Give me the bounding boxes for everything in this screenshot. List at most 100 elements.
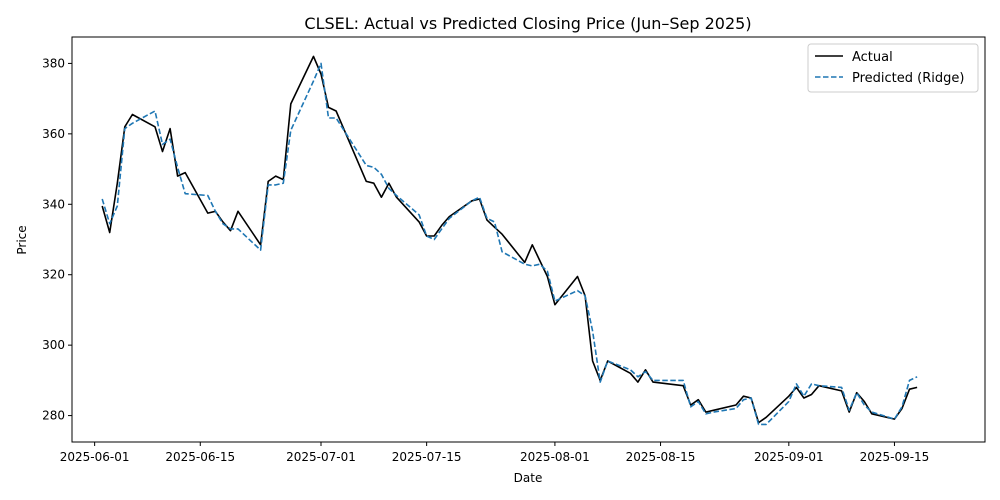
data-point-predicted bbox=[811, 383, 813, 385]
data-point-predicted bbox=[856, 392, 858, 394]
data-point-predicted bbox=[267, 184, 269, 186]
data-point-actual bbox=[863, 401, 865, 403]
data-point-predicted bbox=[524, 263, 526, 265]
data-point-predicted bbox=[645, 371, 647, 373]
data-point-predicted bbox=[177, 166, 179, 168]
data-point-predicted bbox=[116, 205, 118, 207]
plot-frame bbox=[71, 36, 986, 443]
data-point-predicted bbox=[909, 380, 911, 382]
data-point-predicted bbox=[788, 401, 790, 403]
data-point-predicted bbox=[758, 424, 760, 426]
series-line-predicted bbox=[101, 62, 918, 426]
data-point-predicted bbox=[373, 166, 375, 168]
data-point-actual bbox=[237, 210, 239, 212]
data-point-predicted bbox=[796, 383, 798, 385]
data-point-predicted bbox=[396, 195, 398, 197]
data-point-actual bbox=[765, 416, 767, 418]
data-point-actual bbox=[267, 181, 269, 183]
data-point-predicted bbox=[547, 270, 549, 272]
data-point-actual bbox=[177, 175, 179, 177]
data-point-actual bbox=[381, 196, 383, 198]
data-point-actual bbox=[313, 56, 315, 58]
legend-label-actual: Actual bbox=[852, 50, 893, 65]
data-point-actual bbox=[577, 276, 579, 278]
data-point-actual bbox=[713, 409, 715, 411]
data-point-actual bbox=[154, 126, 156, 128]
data-point-predicted bbox=[486, 218, 488, 220]
data-point-predicted bbox=[313, 80, 315, 82]
data-point-predicted bbox=[584, 295, 586, 297]
data-point-actual bbox=[848, 411, 850, 413]
data-point-actual bbox=[132, 114, 134, 116]
data-point-predicted bbox=[577, 290, 579, 292]
data-point-predicted bbox=[705, 413, 707, 415]
data-point-predicted bbox=[863, 404, 865, 406]
data-point-actual bbox=[697, 399, 699, 401]
data-point-predicted bbox=[381, 173, 383, 175]
data-point-actual bbox=[554, 304, 556, 306]
data-point-predicted bbox=[554, 300, 556, 302]
series-points-actual bbox=[101, 56, 918, 424]
data-point-predicted bbox=[750, 397, 752, 399]
data-point-actual bbox=[735, 404, 737, 406]
data-point-predicted bbox=[433, 239, 435, 241]
data-point-predicted bbox=[599, 381, 601, 383]
data-point-predicted bbox=[328, 117, 330, 119]
data-point-predicted bbox=[282, 182, 284, 184]
data-point-predicted bbox=[222, 223, 224, 225]
data-point-predicted bbox=[320, 63, 322, 65]
chart-title: CLSEL: Actual vs Predicted Closing Price… bbox=[304, 14, 751, 33]
data-point-predicted bbox=[682, 380, 684, 382]
data-point-actual bbox=[486, 219, 488, 221]
data-point-predicted bbox=[735, 408, 737, 410]
data-point-actual bbox=[539, 260, 541, 262]
y-axis-label: Price bbox=[15, 225, 29, 254]
plot-lines bbox=[101, 55, 918, 426]
data-point-actual bbox=[433, 235, 435, 237]
data-point-actual bbox=[909, 388, 911, 390]
data-point-predicted bbox=[275, 184, 277, 186]
data-point-predicted bbox=[501, 251, 503, 253]
data-point-predicted bbox=[871, 411, 873, 413]
data-point-actual bbox=[373, 182, 375, 184]
data-point-actual bbox=[788, 395, 790, 397]
data-point-predicted bbox=[124, 128, 126, 130]
data-point-actual bbox=[743, 395, 745, 397]
data-point-actual bbox=[162, 151, 164, 153]
data-point-actual bbox=[630, 372, 632, 374]
data-point-predicted bbox=[418, 214, 420, 216]
data-point-actual bbox=[803, 397, 805, 399]
data-point-actual bbox=[811, 394, 813, 396]
x-tick-label: 2025-06-15 bbox=[165, 450, 235, 464]
data-point-predicted bbox=[237, 228, 239, 230]
data-point-actual bbox=[916, 387, 918, 389]
data-point-actual bbox=[116, 182, 118, 184]
data-point-predicted bbox=[290, 129, 292, 131]
data-point-predicted bbox=[448, 218, 450, 220]
data-point-actual bbox=[418, 221, 420, 223]
x-axis-ticks: 2025-06-01 2025-06-15 2025-07-01 2025-07-15… bbox=[60, 442, 930, 464]
data-point-predicted bbox=[803, 395, 805, 397]
data-point-predicted bbox=[765, 424, 767, 426]
data-point-predicted bbox=[207, 195, 209, 197]
data-point-predicted bbox=[215, 210, 217, 212]
data-point-predicted bbox=[841, 387, 843, 389]
data-point-predicted bbox=[494, 221, 496, 223]
data-point-predicted bbox=[132, 122, 134, 124]
data-point-actual bbox=[365, 181, 367, 183]
data-point-predicted bbox=[743, 399, 745, 401]
y-tick-label: 360 bbox=[42, 127, 65, 141]
data-point-predicted bbox=[539, 263, 541, 265]
data-point-actual bbox=[184, 172, 186, 174]
data-point-predicted bbox=[388, 188, 390, 190]
data-point-predicted bbox=[630, 369, 632, 371]
x-tick-label: 2025-09-15 bbox=[860, 450, 930, 464]
data-point-actual bbox=[207, 212, 209, 214]
x-tick-label: 2025-08-15 bbox=[626, 450, 696, 464]
data-point-predicted bbox=[697, 401, 699, 403]
data-point-predicted bbox=[101, 198, 103, 200]
data-point-actual bbox=[101, 205, 103, 207]
y-tick-label: 320 bbox=[42, 268, 65, 282]
data-point-predicted bbox=[441, 228, 443, 230]
